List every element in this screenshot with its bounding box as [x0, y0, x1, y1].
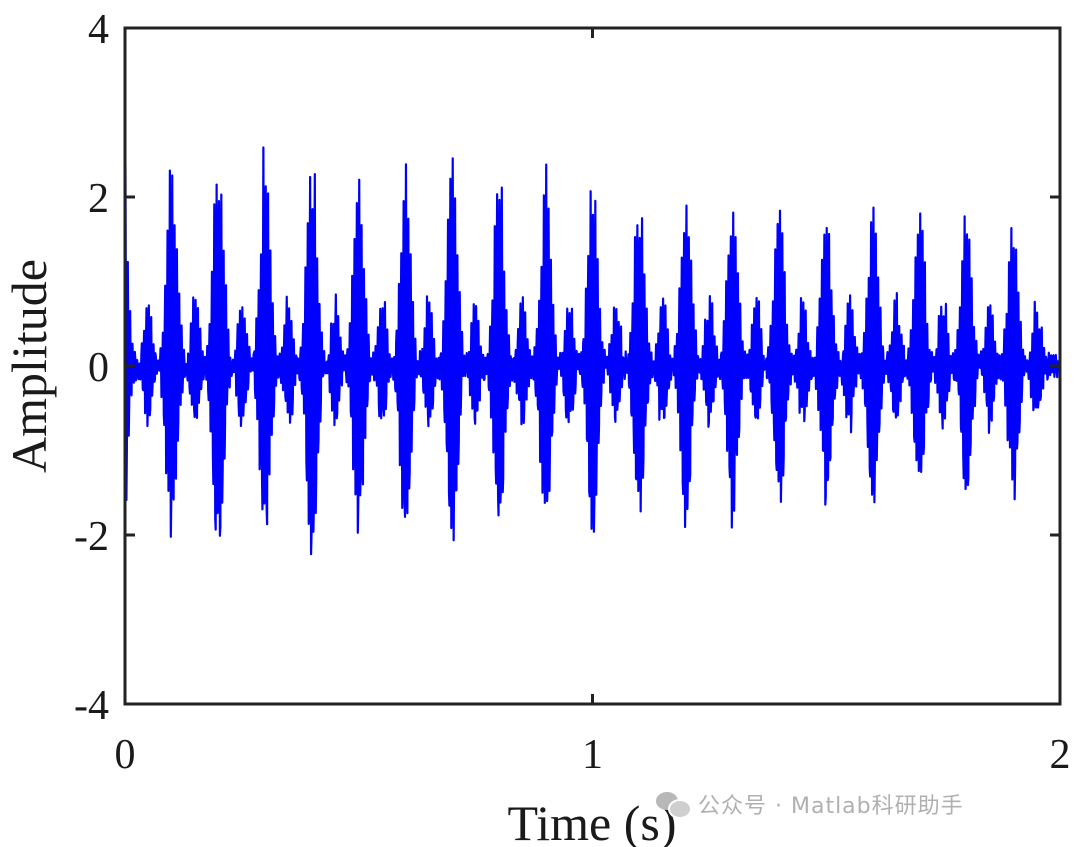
- watermark: 公众号 · Matlab科研助手: [656, 784, 964, 824]
- y-tick-label: -2: [74, 514, 109, 560]
- x-tick-label: 0: [115, 732, 136, 778]
- series-line-amplitude: [123, 120, 1061, 556]
- watermark-text: 公众号 · Matlab科研助手: [698, 794, 964, 819]
- y-tick-label: 2: [88, 176, 109, 222]
- wechat-icon: [656, 790, 692, 819]
- x-tick-label: 1: [582, 732, 603, 778]
- x-axis-label: Time (s): [507, 795, 676, 847]
- y-tick-label: -4: [74, 683, 109, 729]
- signal-series: [123, 120, 1061, 556]
- y-axis-label: Amplitude: [1, 259, 57, 473]
- tick-labels: 0 1 2 -4 -2 0 2 4: [74, 7, 1071, 778]
- y-tick-label: 4: [88, 7, 109, 53]
- axis-ticks: [123, 26, 1062, 706]
- y-tick-label: 0: [88, 345, 109, 391]
- x-tick-label: 2: [1050, 732, 1071, 778]
